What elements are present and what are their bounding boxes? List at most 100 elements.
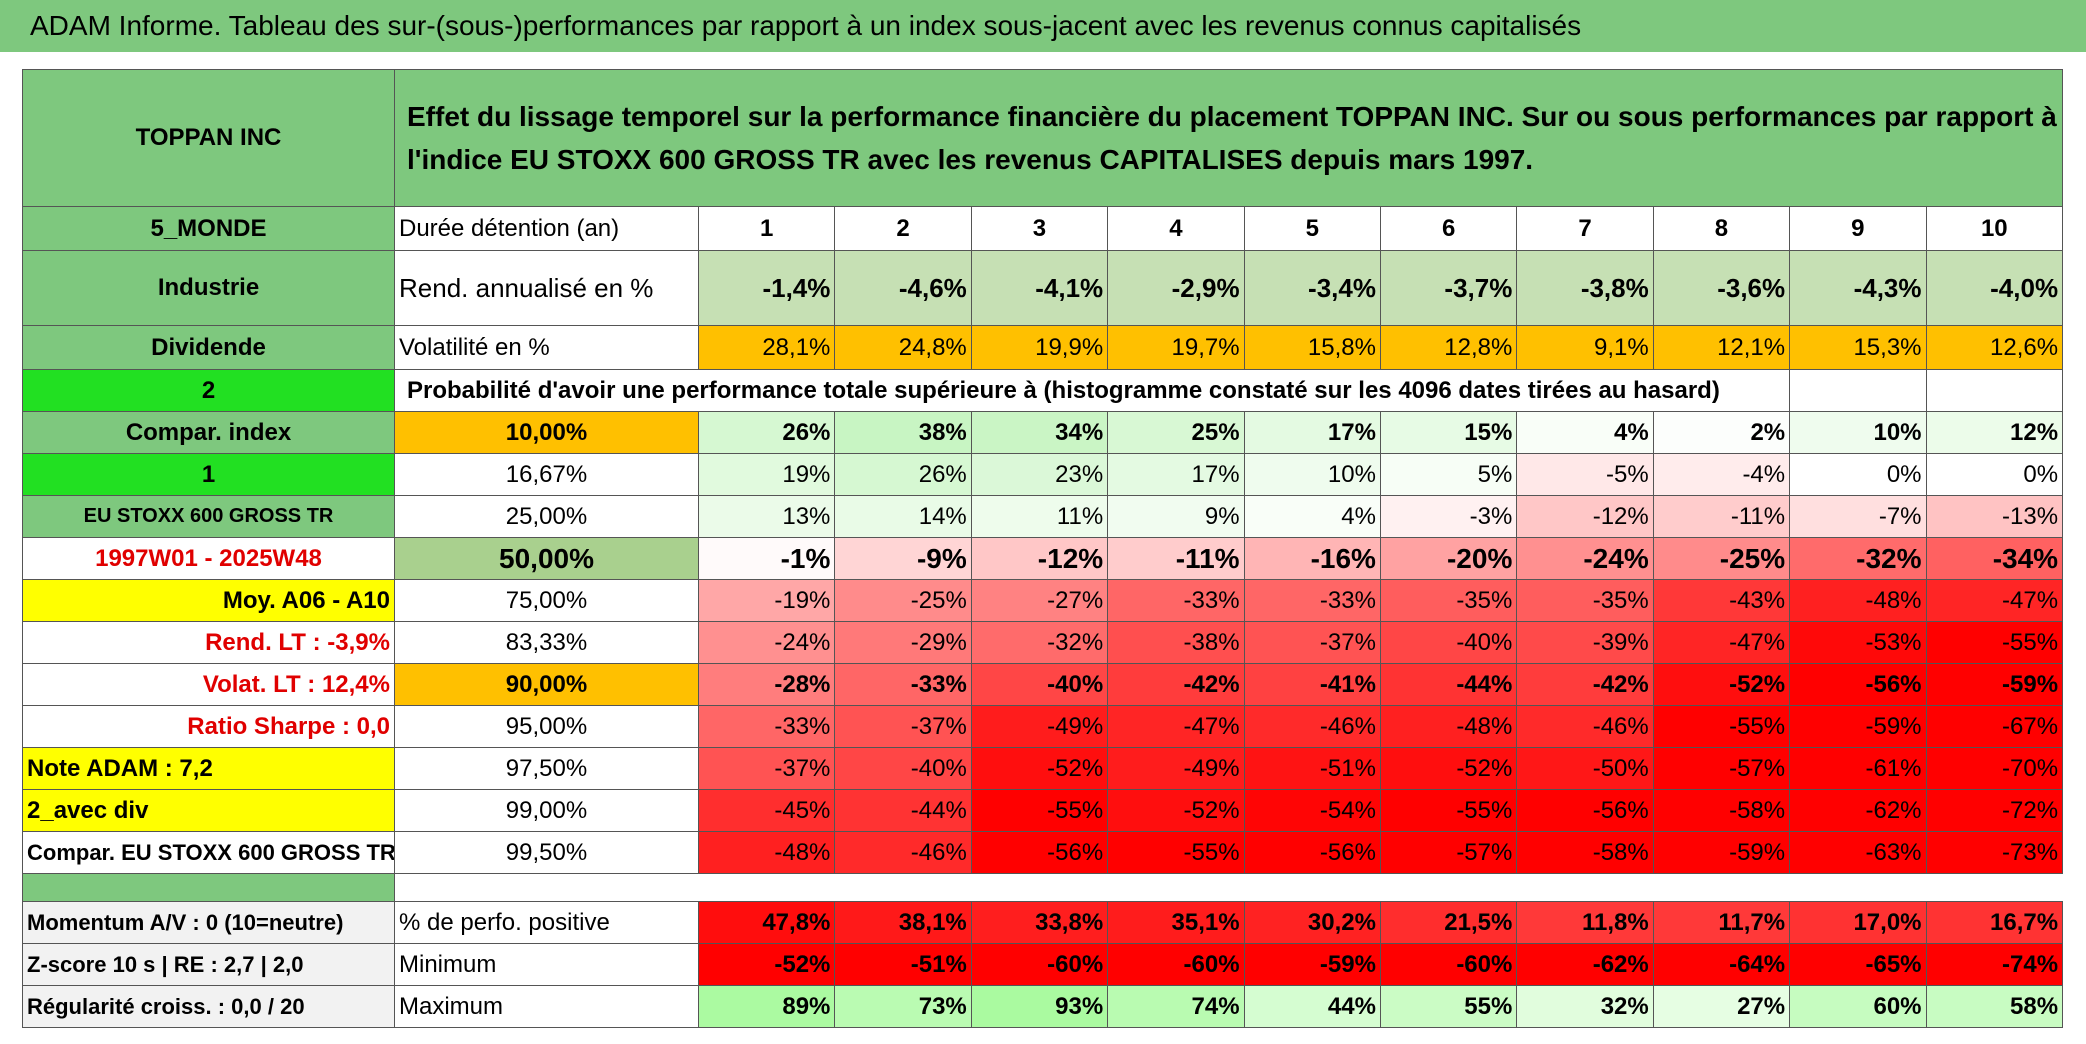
value-cell: -52% (697, 943, 836, 986)
value-cell: 17% (1243, 411, 1381, 454)
row-name: Volatilité en % (394, 325, 699, 370)
value-cell: 38% (834, 411, 972, 454)
value-cell: -61% (1789, 747, 1927, 790)
value-cell: 11,8% (1516, 901, 1654, 944)
value-cell: -72% (1925, 789, 2064, 832)
value-cell: -32% (970, 621, 1109, 664)
value-cell: -4,6% (834, 250, 972, 326)
value-cell: 5% (1379, 453, 1518, 496)
table-row: 2_avec div 99,00% -45% -44% -55% -52% -54% -55%… (22, 789, 2064, 832)
spacer-cell (22, 873, 395, 902)
value-cell: -4% (1652, 453, 1791, 496)
value-cell: 2 (834, 206, 972, 251)
row-name: 50,00% (394, 537, 699, 580)
value-cell: 32% (1516, 985, 1654, 1028)
value-cell: -55% (970, 789, 1109, 832)
row-name: 97,50% (394, 747, 699, 790)
value-cell: -60% (970, 943, 1109, 986)
value-cell: -3,6% (1652, 250, 1791, 326)
value-cell: -56% (1243, 831, 1381, 874)
value-cell: 47,8% (697, 901, 836, 944)
performance-table: TOPPAN INC Effet du lissage temporel sur … (22, 69, 2064, 1028)
value-cell: 9% (1107, 495, 1245, 538)
value-cell: 30,2% (1243, 901, 1381, 944)
value-cell: -67% (1925, 705, 2064, 748)
row-label: 2 (22, 369, 395, 412)
value-cell: -46% (1516, 705, 1654, 748)
table-row: Compar. index 10,00% 26% 38% 34% 25% 17% 15% 4% 2… (22, 411, 2064, 454)
value-cell: -42% (1107, 663, 1245, 706)
row-label: Compar. EU STOXX 600 GROSS TR (22, 831, 395, 874)
value-cell: -40% (834, 747, 972, 790)
value-cell: -54% (1243, 789, 1381, 832)
row-name: % de perfo. positive (394, 901, 699, 944)
value-cell: 13% (697, 495, 836, 538)
row-label: Compar. index (22, 411, 395, 454)
value-cell: 25% (1107, 411, 1245, 454)
value-cell: 16,7% (1925, 901, 2064, 944)
value-cell: -3,8% (1516, 250, 1654, 326)
value-cell: -38% (1107, 621, 1245, 664)
row-name: 99,00% (394, 789, 699, 832)
row-name: 99,50% (394, 831, 699, 874)
row-name: 95,00% (394, 705, 699, 748)
value-cell: 19,7% (1107, 325, 1245, 370)
value-cell: 21,5% (1379, 901, 1518, 944)
value-cell: -43% (1652, 579, 1791, 622)
value-cell: -12% (970, 537, 1109, 580)
value-cell: -55% (1925, 621, 2064, 664)
value-cell: -48% (1379, 705, 1518, 748)
value-cell: 44% (1243, 985, 1381, 1028)
value-cell: -3,7% (1379, 250, 1518, 326)
table-row: Compar. EU STOXX 600 GROSS TR 99,50% -48% -… (22, 831, 2064, 874)
row-label: EU STOXX 600 GROSS TR (22, 495, 395, 538)
row-name: 83,33% (394, 621, 699, 664)
value-cell: 6 (1379, 206, 1518, 251)
table-row: Moy. A06 - A10 75,00% -19% -25% -27% -33% -33%… (22, 579, 2064, 622)
value-cell: 33,8% (970, 901, 1109, 944)
table-row: TOPPAN INC Effet du lissage temporel sur … (22, 69, 2064, 207)
value-cell: -53% (1789, 621, 1927, 664)
row-description: Probabilité d'avoir une performance tota… (393, 369, 1791, 412)
value-cell: 5 (1243, 206, 1381, 251)
value-cell: 15,3% (1789, 325, 1927, 370)
value-cell: 93% (970, 985, 1109, 1028)
table-row: Note ADAM : 7,2 97,50% -37% -40% -52% -49% -51… (22, 747, 2064, 790)
value-cell: 35,1% (1107, 901, 1245, 944)
value-cell: -40% (1379, 621, 1518, 664)
value-cell: -49% (970, 705, 1109, 748)
value-cell: -55% (1379, 789, 1518, 832)
row-name: 75,00% (394, 579, 699, 622)
value-cell: -56% (1516, 789, 1654, 832)
value-cell: -35% (1379, 579, 1518, 622)
value-cell: -37% (834, 705, 972, 748)
value-cell: -27% (970, 579, 1109, 622)
table-row: Ratio Sharpe : 0,0 95,00% -33% -37% -49% -47%… (22, 705, 2064, 748)
row-name: Minimum (394, 943, 699, 986)
value-cell: -52% (1107, 789, 1245, 832)
value-cell: -25% (1652, 537, 1791, 580)
value-cell: -70% (1925, 747, 2064, 790)
value-cell: -50% (1516, 747, 1654, 790)
value-cell: -52% (970, 747, 1109, 790)
title-bar: ADAM Informe. Tableau des sur-(sous-)per… (0, 0, 2086, 52)
row-label: Moy. A06 - A10 (22, 579, 395, 622)
row-name: Durée détention (an) (394, 206, 699, 251)
value-cell: 12% (1925, 411, 2064, 454)
value-cell: -65% (1789, 943, 1927, 986)
value-cell: 12,6% (1925, 325, 2064, 370)
value-cell: -25% (834, 579, 972, 622)
value-cell: 19% (697, 453, 836, 496)
value-cell: 89% (697, 985, 836, 1028)
value-cell: 12,8% (1379, 325, 1518, 370)
value-cell: -4,0% (1925, 250, 2064, 326)
row-label: Ratio Sharpe : 0,0 (22, 705, 395, 748)
empty-cell (1925, 369, 2064, 412)
value-cell: 28,1% (697, 325, 836, 370)
value-cell: -59% (1789, 705, 1927, 748)
value-cell: -34% (1925, 537, 2064, 580)
row-label: 1 (22, 453, 395, 496)
value-cell: -64% (1652, 943, 1791, 986)
value-cell: -33% (834, 663, 972, 706)
value-cell: -58% (1516, 831, 1654, 874)
